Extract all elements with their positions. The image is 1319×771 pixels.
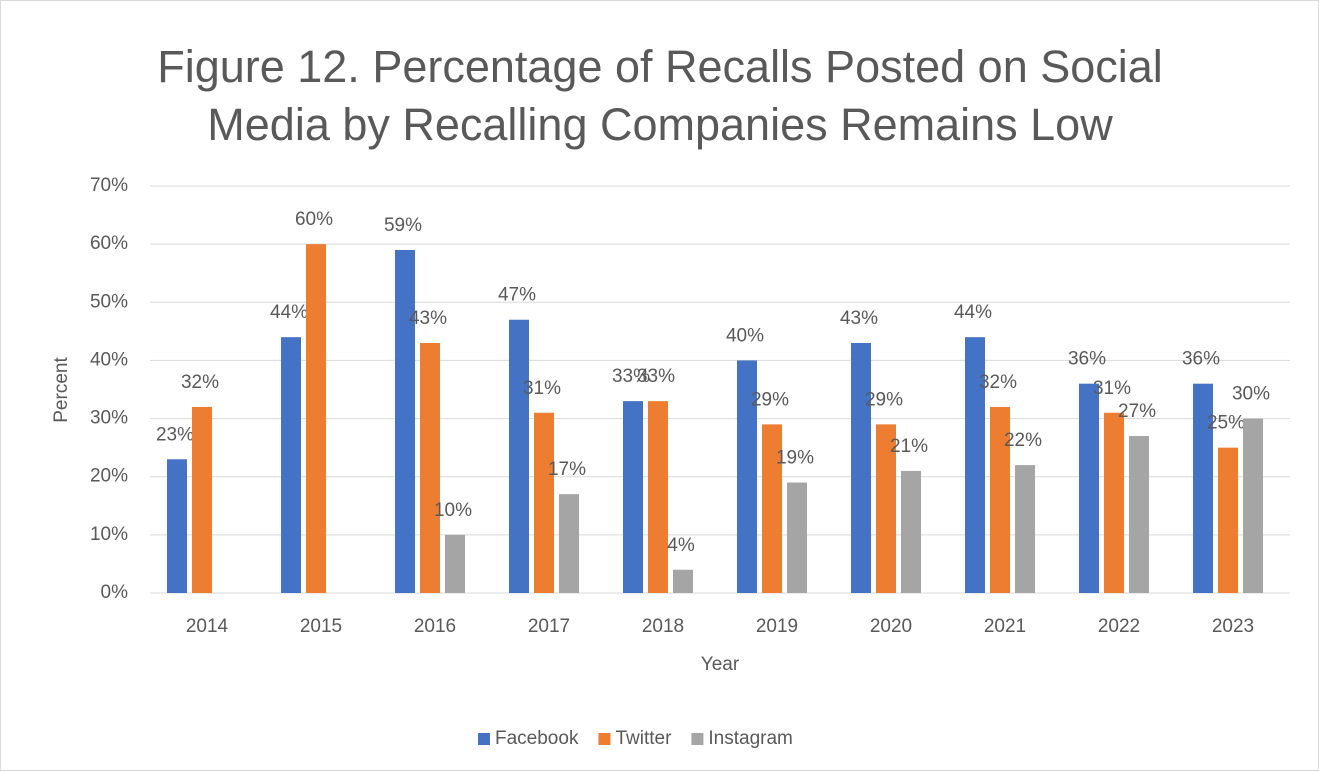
data-label: 19% [776, 448, 814, 469]
data-label: 36% [1182, 349, 1220, 370]
bar [534, 412, 554, 593]
bar [876, 424, 896, 593]
bar [901, 470, 921, 593]
data-label: 10% [434, 500, 472, 521]
data-label: 21% [890, 436, 928, 457]
y-tick-label: 60% [90, 233, 128, 254]
data-label: 29% [865, 389, 903, 410]
x-axis-label: Year [701, 654, 740, 675]
data-label: 47% [498, 285, 536, 306]
data-label: 22% [1004, 430, 1042, 451]
data-label: 27% [1118, 401, 1156, 422]
legend-swatch [478, 733, 490, 745]
legend-label: Instagram [708, 728, 792, 749]
data-label: 36% [1068, 349, 1106, 370]
x-tick-label: 2014 [186, 616, 229, 637]
bar [1243, 418, 1263, 593]
bar [559, 494, 579, 593]
bar [762, 424, 782, 593]
data-label: 33% [612, 366, 650, 387]
data-label: 32% [979, 372, 1017, 393]
bar [1015, 465, 1035, 593]
bar [395, 249, 415, 593]
data-label: 40% [726, 325, 764, 346]
bar [623, 401, 643, 593]
y-axis-label: Percent [51, 357, 72, 423]
data-label: 43% [840, 308, 878, 329]
bar [281, 337, 301, 593]
y-tick-label: 70% [90, 175, 128, 196]
bar [787, 482, 807, 593]
x-tick-label: 2022 [1098, 616, 1140, 637]
bar [420, 342, 440, 593]
chart-title: Figure 12. Percentage of Recalls Posted … [157, 41, 1163, 150]
bar [306, 244, 326, 593]
bar [167, 459, 187, 593]
bar [192, 406, 212, 593]
legend-swatch [598, 733, 611, 745]
legend-label: Facebook [495, 728, 579, 749]
bar [509, 319, 529, 593]
bar [737, 360, 757, 593]
data-label: 31% [1093, 378, 1131, 399]
data-label: 17% [548, 459, 586, 480]
y-tick-label: 0% [101, 582, 129, 603]
y-tick-label: 20% [90, 466, 128, 487]
bar [851, 342, 871, 593]
x-tick-label: 2021 [984, 616, 1026, 637]
bar [1129, 436, 1149, 593]
data-label: 23% [156, 424, 194, 445]
data-label: 44% [270, 302, 308, 323]
data-label: 29% [751, 389, 789, 410]
y-tick-label: 10% [90, 524, 128, 545]
bar [1193, 383, 1213, 593]
bar [673, 569, 693, 593]
x-tick-label: 2016 [414, 616, 456, 637]
bar [648, 401, 668, 593]
bar [990, 406, 1010, 593]
legend-swatch [691, 733, 704, 745]
bar [1218, 447, 1238, 593]
data-label: 44% [954, 302, 992, 323]
x-tick-label: 2017 [528, 616, 570, 637]
x-tick-label: 2015 [300, 616, 342, 637]
x-tick-label: 2023 [1212, 616, 1254, 637]
data-label: 43% [409, 308, 447, 329]
data-label: 32% [181, 372, 219, 393]
y-tick-label: 50% [90, 291, 128, 312]
y-tick-label: 40% [90, 349, 128, 370]
legend-label: Twitter [615, 728, 672, 749]
data-label: 59% [384, 215, 422, 236]
data-label: 31% [523, 378, 561, 399]
data-label: 30% [1232, 384, 1270, 405]
data-label: 4% [667, 535, 695, 556]
bar [445, 534, 465, 593]
data-label: 60% [295, 209, 333, 230]
data-label: 25% [1207, 413, 1245, 434]
y-tick-label: 30% [90, 408, 128, 429]
bar [1079, 383, 1099, 593]
bar [965, 337, 985, 593]
bar [1104, 412, 1124, 593]
x-tick-label: 2019 [756, 616, 798, 637]
x-tick-label: 2020 [870, 616, 912, 637]
x-tick-label: 2018 [642, 616, 684, 637]
data-label: 33% [637, 366, 675, 387]
